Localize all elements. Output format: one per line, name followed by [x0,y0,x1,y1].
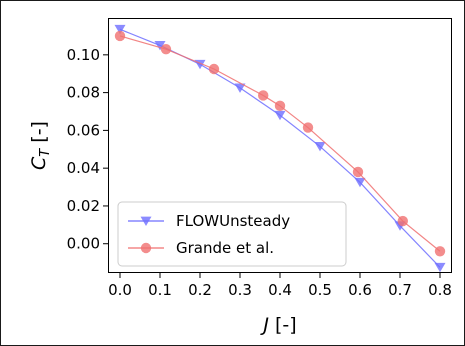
legend-marker [140,216,152,226]
series-layer [114,24,446,273]
data-point [208,63,220,75]
data-point [314,142,326,152]
series-grande-et-al [114,30,446,257]
legend: FLOWUnsteady Grande et al. [117,201,347,267]
y-tick-label: 0.10 [67,46,100,64]
legend-entry: FLOWUnsteady [128,212,290,230]
legend-entry: Grande et al. [128,239,274,257]
x-tick-label: 0.6 [348,281,372,299]
data-point [274,100,286,112]
y-axis-label: CT [-] [28,121,53,170]
y-tick-label: 0.00 [67,235,100,253]
y-tick-label: 0.08 [67,84,100,102]
x-axis-label: J [-] [259,314,296,336]
x-tick-label: 0.4 [268,281,292,299]
y-tick-label: 0.04 [67,159,100,177]
legend-label: FLOWUnsteady [176,212,290,230]
data-point [352,166,364,178]
data-point [397,215,408,227]
x-tick-label: 0.3 [228,281,252,299]
x-axis: 0.0 0.1 0.2 0.3 0.4 0.5 0.6 0.7 0.8 [108,273,452,299]
x-tick-label: 0.0 [108,281,132,299]
data-point [234,83,246,93]
plot-border [108,18,452,273]
data-point [302,122,314,133]
x-tick-label: 0.7 [388,281,412,299]
x-tick-label: 0.8 [428,281,452,299]
data-point [154,40,166,51]
y-axis: 0.00 0.02 0.04 0.06 0.08 0.10 [67,46,108,253]
y-tick-label: 0.02 [67,197,100,215]
data-point [274,110,286,121]
x-tick-label: 0.1 [148,281,172,299]
data-point [160,43,172,55]
data-point [434,246,446,257]
data-point [434,262,446,273]
y-tick-label: 0.06 [67,121,100,139]
data-point [258,90,269,101]
data-point [354,177,366,188]
x-tick-label: 0.5 [308,281,332,299]
legend-box [117,201,347,267]
data-point [114,30,126,42]
legend-label: Grande et al. [176,239,274,257]
data-point [114,24,126,35]
x-tick-label: 0.2 [188,281,212,299]
legend-marker [140,242,152,254]
